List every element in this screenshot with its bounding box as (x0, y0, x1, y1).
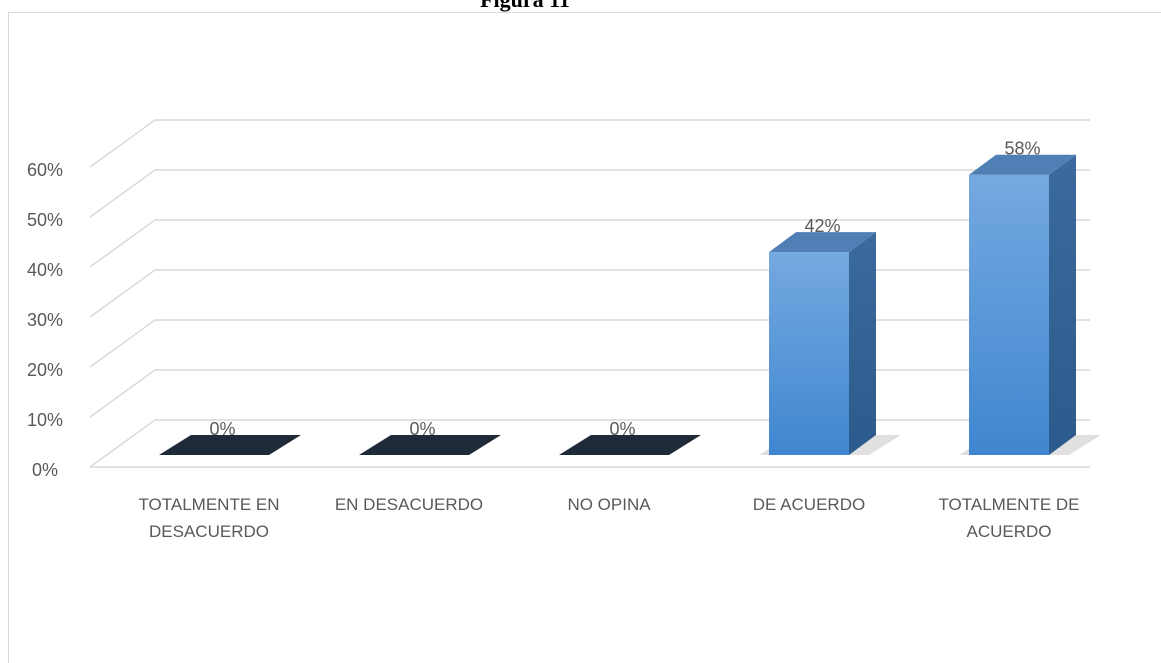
chart-title: Figura 11 (480, 0, 570, 12)
x-tick-label: NO OPINA (567, 495, 651, 514)
bar (559, 435, 701, 455)
value-label: 0% (609, 419, 635, 439)
bar (359, 435, 501, 455)
bar-shadow (559, 435, 701, 455)
value-label: 0% (209, 419, 235, 439)
grid-line (89, 119, 1090, 168)
grid-line (89, 219, 1090, 268)
grid-line (89, 169, 1090, 218)
y-tick-label: 60% (27, 160, 63, 180)
bar-front (769, 252, 849, 455)
grid-line (89, 269, 1090, 318)
bar-shadow (359, 435, 501, 455)
y-tick-label: 10% (27, 410, 63, 430)
x-tick-label: EN DESACUERDO (334, 495, 484, 514)
value-label: 42% (804, 216, 840, 236)
bar-shadow (159, 435, 301, 455)
x-tick-label: TOTALMENTE EN DESACUERDO (138, 495, 280, 541)
x-tick-label: TOTALMENTE DE ACUERDO (938, 495, 1080, 541)
chart-border (8, 12, 1161, 663)
value-label: 0% (409, 419, 435, 439)
y-tick-label: 0% (32, 460, 58, 480)
bar-side (1049, 154, 1076, 455)
y-tick-label: 20% (27, 360, 63, 380)
y-tick-label: 50% (27, 210, 63, 230)
bar-top (969, 154, 1076, 175)
bar-top (769, 232, 876, 253)
x-tick-label: DE ACUERDO (752, 495, 866, 514)
bar-front (969, 174, 1049, 455)
value-label: 58% (1004, 139, 1040, 159)
y-tick-label: 30% (27, 310, 63, 330)
grid-line (89, 369, 1090, 418)
bar (759, 232, 901, 455)
bar (959, 154, 1101, 455)
y-tick-label: 40% (27, 260, 63, 280)
grid-line (89, 319, 1090, 368)
bar-side (849, 232, 876, 455)
bar (159, 435, 301, 455)
